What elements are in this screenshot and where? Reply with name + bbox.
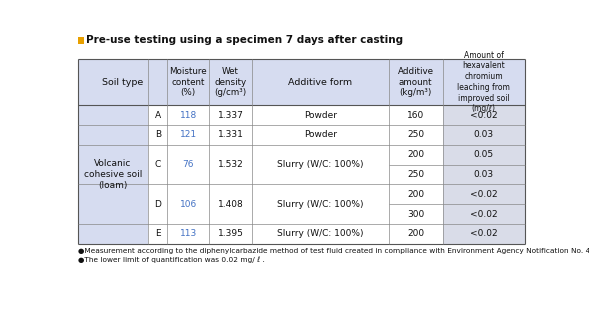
Text: <0.02: <0.02: [470, 190, 497, 199]
Text: ●Measurement according to the diphenylcarbazide method of test fluid created in : ●Measurement according to the diphenylca…: [78, 248, 589, 254]
Text: Powder: Powder: [304, 130, 337, 139]
Text: 200: 200: [407, 190, 424, 199]
Text: C: C: [155, 160, 161, 169]
Text: Slurry (W/C: 100%): Slurry (W/C: 100%): [277, 200, 364, 209]
Text: Moisture
content
(%): Moisture content (%): [170, 67, 207, 97]
Text: 200: 200: [407, 229, 424, 238]
Text: 1.395: 1.395: [218, 229, 243, 238]
Text: Pre-use testing using a specimen 7 days after casting: Pre-use testing using a specimen 7 days …: [86, 35, 403, 45]
Text: <0.02: <0.02: [470, 210, 497, 219]
Text: <0.02: <0.02: [470, 110, 497, 119]
Text: 300: 300: [407, 210, 424, 219]
Text: Soil type: Soil type: [102, 78, 143, 87]
Text: 0.05: 0.05: [474, 150, 494, 159]
Text: Powder: Powder: [304, 110, 337, 119]
Text: 1.408: 1.408: [218, 200, 243, 209]
Text: B: B: [155, 130, 161, 139]
Text: Slurry (W/C: 100%): Slurry (W/C: 100%): [277, 160, 364, 169]
Text: <0.02: <0.02: [470, 229, 497, 238]
Text: A: A: [155, 110, 161, 119]
Text: 250: 250: [407, 170, 424, 179]
Text: 1.337: 1.337: [218, 110, 243, 119]
Bar: [442, 105, 525, 244]
Text: Volcanic
cohesive soil
(loam): Volcanic cohesive soil (loam): [84, 159, 142, 190]
Bar: [78, 59, 525, 105]
Bar: [78, 37, 84, 44]
Text: Slurry (W/C: 100%): Slurry (W/C: 100%): [277, 229, 364, 238]
Text: Additive
amount
(kg/m³): Additive amount (kg/m³): [398, 67, 434, 97]
Bar: [148, 105, 442, 244]
Text: E: E: [155, 229, 161, 238]
Text: 1.331: 1.331: [218, 130, 243, 139]
Text: 250: 250: [407, 130, 424, 139]
Bar: [78, 105, 148, 244]
Text: 0.03: 0.03: [474, 130, 494, 139]
Text: Wet
density
(g/cm³): Wet density (g/cm³): [214, 67, 247, 97]
Text: 121: 121: [180, 130, 197, 139]
Text: 118: 118: [180, 110, 197, 119]
Text: 76: 76: [183, 160, 194, 169]
Text: 0.03: 0.03: [474, 170, 494, 179]
Text: D: D: [154, 200, 161, 209]
Text: 200: 200: [407, 150, 424, 159]
Text: ●The lower limit of quantification was 0.02 mg/ ℓ .: ●The lower limit of quantification was 0…: [78, 256, 264, 263]
Text: 160: 160: [407, 110, 424, 119]
Text: Amount of
hexavalent
chromium
leaching from
improved soil
(mg/ℓ): Amount of hexavalent chromium leaching f…: [457, 51, 510, 114]
Text: 106: 106: [180, 200, 197, 209]
Text: Additive form: Additive form: [289, 78, 353, 87]
Text: 1.532: 1.532: [218, 160, 243, 169]
Text: 113: 113: [180, 229, 197, 238]
